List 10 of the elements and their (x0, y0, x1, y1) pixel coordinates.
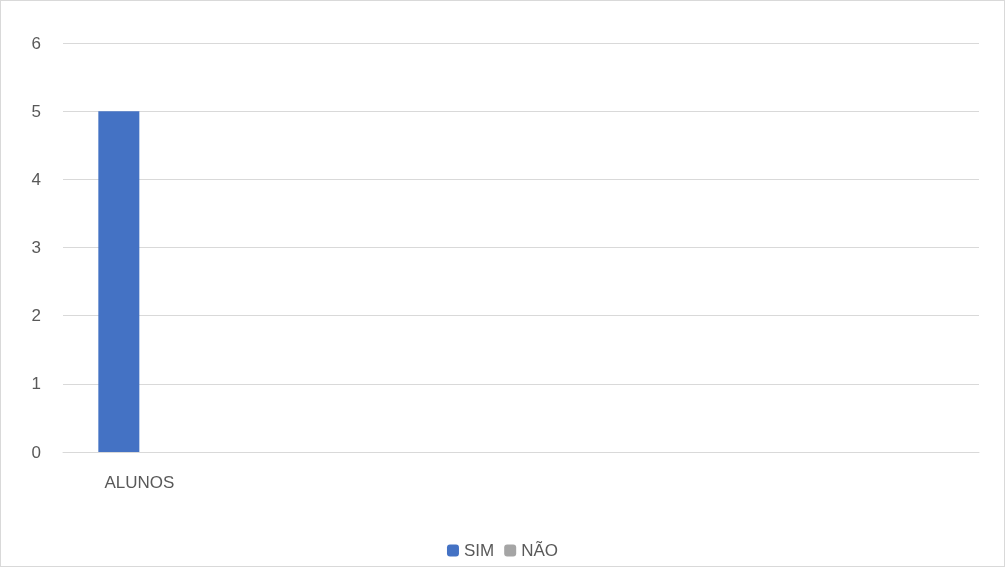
x-tick-label: ALUNOS (104, 473, 175, 492)
y-tick-label: 5 (31, 101, 41, 121)
legend-label: SIM (463, 541, 495, 560)
legend-label: NÃO (521, 541, 559, 560)
y-tick-label: 6 (31, 33, 41, 53)
y-tick-label: 3 (31, 238, 41, 257)
y-tick-label: 4 (31, 169, 41, 189)
y-tick-label: 2 (31, 306, 41, 326)
y-tick-label: 1 (31, 374, 41, 394)
y-tick-label: 0 (31, 442, 41, 462)
